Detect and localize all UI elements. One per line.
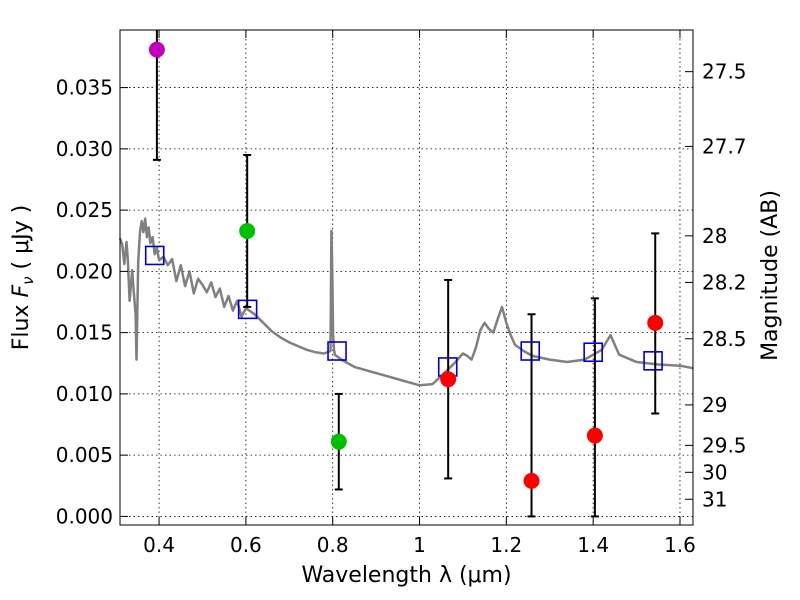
- y-tick-label: 0.030: [56, 137, 113, 161]
- y-tick-label: 0.025: [56, 198, 113, 222]
- y-tick-label: 0.000: [56, 504, 113, 528]
- right-tick-label: 27.7: [702, 134, 747, 158]
- y-axis-label-symbol: F: [9, 284, 34, 297]
- observed-point: [440, 371, 457, 388]
- observed-point: [239, 222, 256, 239]
- observed-point: [148, 41, 165, 58]
- x-tick-label: 1: [413, 533, 426, 557]
- y-axis-label: Flux Fν ( μJy ): [9, 205, 37, 350]
- spectrum-series: [118, 217, 694, 387]
- right-tick-label: 28.2: [702, 270, 747, 294]
- model-point: [327, 341, 347, 361]
- x-tick-label: 0.6: [230, 533, 262, 557]
- spectrum-line: [118, 217, 694, 387]
- observed-point: [586, 427, 603, 444]
- right-tick-label: 30: [702, 460, 727, 484]
- model-point: [643, 351, 663, 371]
- y-axis-label-prefix: Flux: [9, 297, 34, 350]
- right-tick-label: 31: [702, 487, 727, 511]
- model-points: [144, 245, 663, 377]
- error-bars: [152, 30, 660, 518]
- right-tick-label: 29.5: [702, 433, 747, 457]
- y-tick-label: 0.015: [56, 321, 113, 345]
- observed-point: [523, 472, 540, 489]
- observed-point: [330, 433, 347, 450]
- right-tick-label: 28.5: [702, 327, 747, 351]
- right-tick-label: 28: [702, 224, 727, 248]
- plot-frame: [119, 29, 694, 526]
- x-tick-label: 0.8: [317, 533, 349, 557]
- model-point: [583, 342, 603, 363]
- y-tick-label: 0.010: [56, 382, 113, 406]
- model-point: [520, 341, 541, 361]
- model-point: [144, 245, 165, 266]
- axis-ticks: 0.4 0.6 0.8 1 1.2 1.4 1.6 0.000 0.005 0.010 0.015 0…: [56, 30, 747, 557]
- model-point: [237, 299, 258, 320]
- x-axis-label: Wavelength λ (μm): [301, 563, 511, 588]
- y-axis-label-suffix: ( μJy ): [9, 205, 34, 277]
- x-tick-label: 1.4: [577, 533, 609, 557]
- y-tick-label: 0.035: [56, 76, 113, 100]
- x-tick-label: 1.6: [664, 533, 696, 557]
- x-tick-label: 1.2: [490, 533, 522, 557]
- y-tick-label: 0.005: [56, 443, 113, 467]
- grid: [120, 30, 693, 525]
- right-tick-label: 29: [702, 393, 727, 417]
- observed-points: [148, 41, 664, 489]
- y-tick-label: 0.020: [56, 259, 113, 283]
- y-axis-label-subscript: ν: [19, 276, 37, 284]
- right-tick-label: 27.5: [702, 60, 747, 84]
- x-tick-label: 0.4: [143, 533, 175, 557]
- right-axis-label: Magnitude (AB): [758, 190, 783, 361]
- observed-point: [647, 314, 664, 331]
